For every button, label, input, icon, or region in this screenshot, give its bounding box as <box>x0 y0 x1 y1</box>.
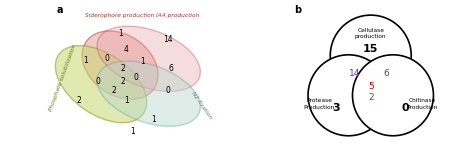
Text: 1: 1 <box>83 56 88 65</box>
Text: 0: 0 <box>95 76 100 86</box>
Text: IAA production: IAA production <box>155 13 199 18</box>
Text: 4: 4 <box>124 45 129 54</box>
Ellipse shape <box>55 46 147 123</box>
Text: b: b <box>294 5 301 15</box>
Circle shape <box>353 55 433 136</box>
Text: 5: 5 <box>368 82 374 91</box>
Text: 1: 1 <box>118 29 122 38</box>
Text: Cellulase
production: Cellulase production <box>355 28 386 39</box>
Text: 2: 2 <box>121 76 126 86</box>
Circle shape <box>330 15 411 96</box>
Text: 1: 1 <box>140 58 145 66</box>
Text: 0: 0 <box>134 73 138 82</box>
Circle shape <box>308 55 389 136</box>
Text: 6: 6 <box>168 64 173 73</box>
Text: Siderophore production: Siderophore production <box>85 13 155 18</box>
Text: 14: 14 <box>163 35 173 44</box>
Text: 15: 15 <box>363 44 378 54</box>
Ellipse shape <box>82 31 158 99</box>
Text: 1: 1 <box>130 127 135 136</box>
Ellipse shape <box>97 61 201 126</box>
Text: 2: 2 <box>121 64 126 73</box>
Text: 14: 14 <box>349 69 361 78</box>
Text: 3: 3 <box>332 103 340 113</box>
Text: 1: 1 <box>124 96 129 104</box>
Text: 6: 6 <box>384 69 390 78</box>
Text: 0: 0 <box>165 86 170 95</box>
Text: N2 fixation: N2 fixation <box>190 90 212 119</box>
Text: 0: 0 <box>105 54 110 63</box>
Text: 2: 2 <box>368 93 374 102</box>
Text: Phosphate solubilization: Phosphate solubilization <box>48 43 78 112</box>
Text: 0: 0 <box>402 103 410 113</box>
Ellipse shape <box>97 26 201 91</box>
Text: a: a <box>56 5 63 15</box>
Text: 2: 2 <box>76 96 81 104</box>
Text: 2: 2 <box>111 86 116 95</box>
Text: 1: 1 <box>151 115 156 124</box>
Text: Chitinase
Production: Chitinase Production <box>407 98 438 110</box>
Text: Protease
Production: Protease Production <box>303 98 335 110</box>
